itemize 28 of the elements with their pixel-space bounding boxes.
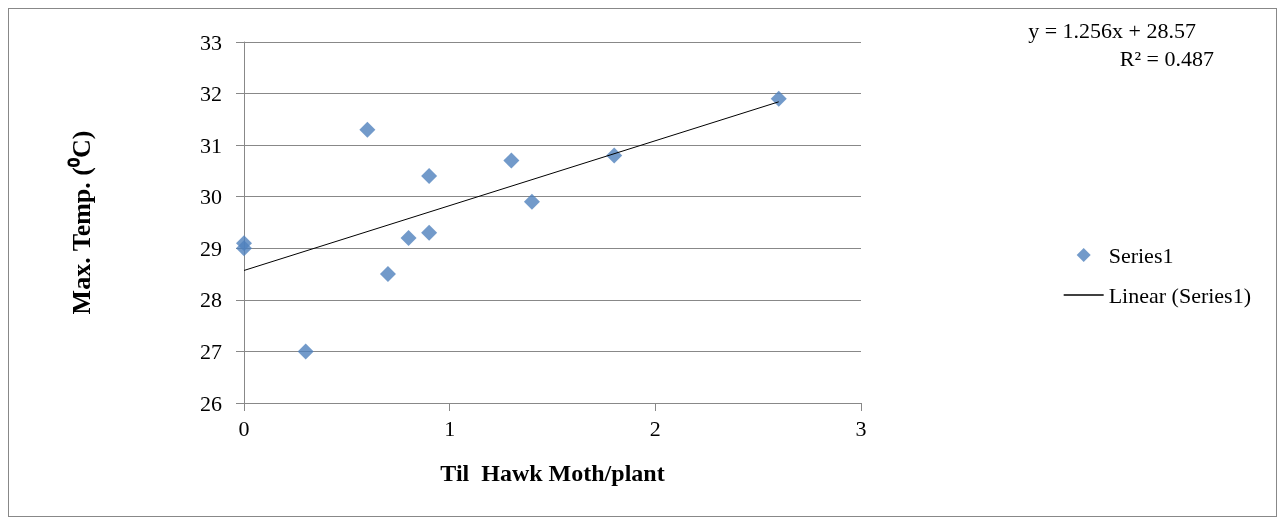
- point: [400, 229, 417, 246]
- y-tick-label: 26: [200, 390, 222, 416]
- y-tick-label: 27: [200, 338, 222, 364]
- x-tick-label: 1: [444, 415, 456, 441]
- point: [297, 343, 314, 360]
- legend-label: Series1: [1108, 242, 1174, 268]
- x-tick-label: 3: [855, 415, 867, 441]
- x-tick-label: 0: [238, 415, 250, 441]
- point: [421, 168, 438, 185]
- y-tick-label: 30: [200, 184, 222, 210]
- x-axis-title: Til Hawk Moth/plant: [440, 460, 665, 486]
- y-tick-label: 31: [200, 132, 222, 158]
- y-tick-label: 32: [200, 81, 222, 107]
- point: [359, 121, 376, 138]
- y-axis-title: Max. Temp. (⁰C): [66, 130, 96, 315]
- text: y = 1.256x + 28.57: [1028, 17, 1197, 43]
- point: [523, 193, 540, 210]
- y-tick-label: 28: [200, 287, 222, 313]
- text: R² = 0.487: [1119, 45, 1215, 71]
- y-tick-label: 29: [200, 235, 222, 261]
- x-tick-label: 2: [649, 415, 661, 441]
- point: [236, 240, 252, 257]
- point: [503, 152, 520, 169]
- point: [379, 266, 396, 283]
- point: [421, 224, 438, 241]
- legend-label: Linear (Series1): [1108, 282, 1251, 308]
- y-tick-label: 33: [200, 29, 222, 55]
- point: [770, 90, 787, 107]
